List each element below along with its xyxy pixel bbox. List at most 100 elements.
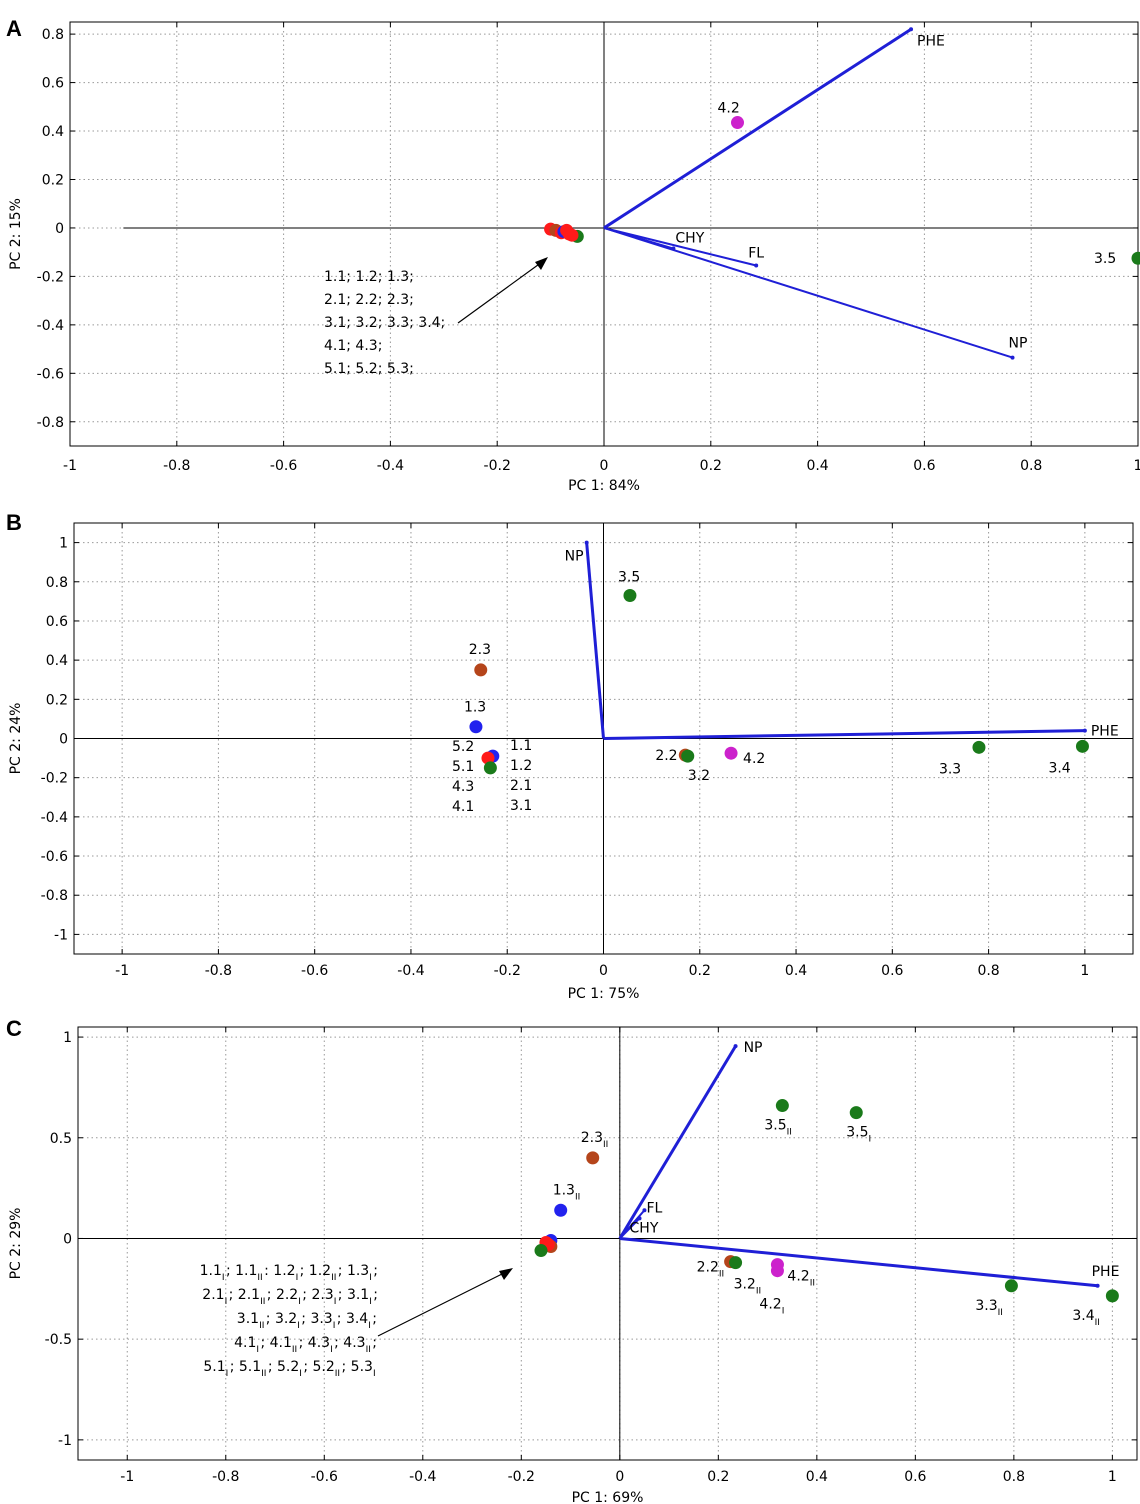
loading-vector [603,729,1085,740]
y-tick-label: -0.5 [45,1332,72,1348]
point-label: 2.3II​ [581,1130,609,1150]
x-tick-label: 0 [615,1469,624,1485]
x-tick-label: 0.2 [700,458,722,474]
annotation-line: 2.1; 2.2; 2.3; [324,292,414,308]
loading-tip [909,27,914,32]
x-tick-label: 0.6 [881,963,903,979]
x-tick-label: 0.2 [689,963,711,979]
x-tick-label: -0.8 [163,458,190,474]
y-tick-label: 1 [59,536,68,552]
annotation-line: 5.1; 5.2; 5.3; [324,361,414,377]
data-point [729,1256,743,1270]
annotation-line: 2.1I ; 2.1II ; 2.2I ; 2.3I ; 3.1I ; [202,1287,378,1307]
panel-b: B -1 -0.8 -0.6 -0.4 -0.2 0 0.2 0.4 0.6 0.8 1 -1 -0.8 -… [6,510,1134,1002]
x-tick-label: -0.6 [311,1469,338,1485]
annotation-line: 5.1I ; 5.1II ; 5.2I ; 5.2II ; 5.3I [203,1359,377,1379]
y-tick-label: -0.8 [37,415,64,431]
data-point [849,1106,863,1120]
point-label: 3.5 [1094,251,1116,267]
loading-tip [1010,355,1015,360]
panel-letter: A [6,16,22,41]
y-tick-label: -0.2 [41,771,68,787]
arrow-head [535,257,548,270]
y-axis-label: PC 2: 24% [8,703,24,775]
x-tick-label: 1 [1080,963,1089,979]
loading-vector [585,542,605,739]
data-point [534,1244,548,1258]
annotation-line: 3.1II ; 3.2I ; 3.3I ; 3.4I ; [237,1311,377,1331]
data-point [474,663,488,677]
point-label: 3.5I​ [846,1125,871,1145]
x-tick-label: 0.4 [785,963,807,979]
annotation-line: 4.1; 4.3; [324,338,382,354]
point-label: 2.2II​ [697,1260,725,1280]
y-tick-label: -1 [54,927,68,943]
loading-label: NP [744,1040,763,1056]
y-tick-label: 0.2 [46,692,68,708]
data-point [724,746,738,760]
loading-tip [637,1216,642,1221]
y-tick-label: 1 [63,1030,72,1046]
x-tick-label: 0.4 [806,458,828,474]
loading-label: PHE [917,33,945,49]
point-label: 3.4II​ [1072,1308,1100,1328]
data-point [681,749,695,763]
y-tick-label: -0.4 [37,318,64,334]
loading-tip [1095,1283,1100,1288]
data-point [469,720,483,734]
annotation-line: 4.1I ; 4.1II ; 4.3I ; 4.3II ; [234,1335,377,1355]
x-tick-label: 0.8 [1003,1469,1025,1485]
point-label: 1.3 [464,700,486,716]
y-tick-label: 0 [59,732,68,748]
annotation-arrow [377,1271,507,1337]
point-label: 4.2II​ [787,1269,815,1289]
x-axis-label: PC 1: 69% [572,1490,644,1504]
data-point [770,1264,784,1278]
x-tick-label: -0.2 [508,1469,535,1485]
data-point [1075,739,1089,753]
data-point [1105,1289,1119,1303]
side-label: 2.1 [510,778,532,794]
side-label: 5.1 [452,759,474,775]
point-label: 3.5 [618,569,640,585]
data-point [483,761,497,775]
data-point [731,116,744,130]
plot-frame [77,1026,1138,1461]
x-tick-label: -1 [120,1469,134,1485]
x-tick-label: -1 [63,458,77,474]
y-tick-label: 0.4 [42,124,64,140]
side-label: 1.2 [510,758,532,774]
loading-tip [584,540,589,545]
point-label: 4.2 [743,751,765,767]
data-point [481,751,495,765]
x-tick-label: 0.2 [707,1469,729,1485]
panel-a: A -1 -0.8 -0.6 -0.4 -0.2 0 0.2 0.4 0.6 0.8 1 -0.8 -0.… [6,16,1140,494]
panel-letter: B [6,510,22,535]
data-point [972,740,986,754]
point-label: 3.2 [688,768,710,784]
y-tick-label: 0.8 [46,575,68,591]
y-tick-label: 0.8 [42,27,64,43]
y-tick-label: -0.6 [37,366,64,382]
y-tick-label: -0.8 [41,888,68,904]
x-tick-label: 0.6 [913,458,935,474]
panel-letter: C [6,1016,22,1041]
loading-label: CHY [630,1220,659,1236]
point-label: 1.3II​ [553,1182,581,1202]
side-label: 4.3 [452,779,474,795]
point-label: 3.5II​ [764,1118,792,1138]
y-tick-label: -0.4 [41,810,68,826]
point-label: 2.2 [655,748,677,764]
loading-tip [733,1044,738,1049]
y-tick-label: -0.2 [37,269,64,285]
y-tick-label: 0.4 [46,653,68,669]
point-label: 4.2I​ [759,1297,784,1317]
x-tick-label: -0.6 [270,458,297,474]
loading-label: CHY [675,231,704,247]
y-tick-label: 0 [63,1231,72,1247]
x-tick-label: 0.4 [806,1469,828,1485]
annotation-line: 1.1I ; 1.1II : 1.2I ; 1.2II ; 1.3I ; [200,1263,378,1283]
x-tick-label: -0.8 [205,963,232,979]
loading-vector [619,1236,1098,1288]
x-tick-label: -0.6 [301,963,328,979]
